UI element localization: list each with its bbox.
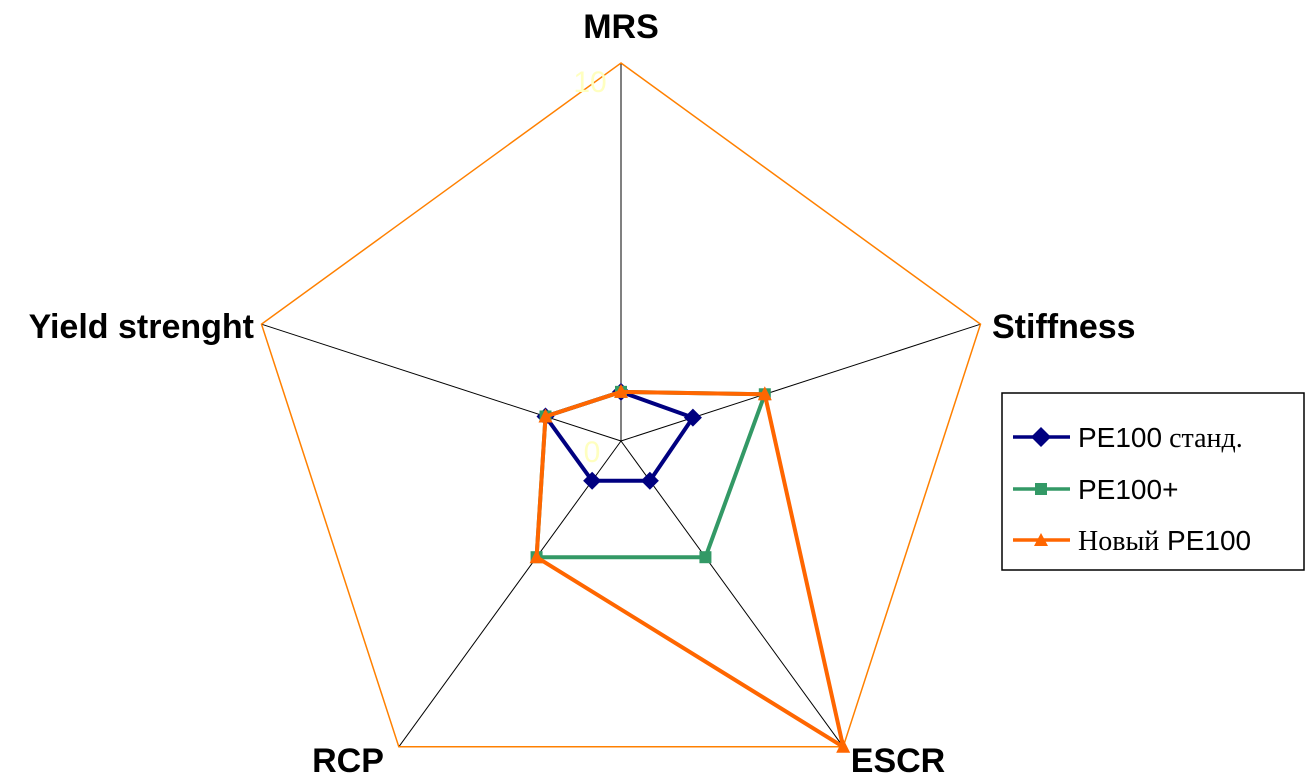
legend-label-pe100-plus-prefix: PE100+ — [1078, 474, 1178, 505]
legend-marker-triangle — [1034, 533, 1048, 546]
data-point-pe100-std-stiffness — [683, 408, 702, 427]
radar-grid — [260, 62, 982, 748]
axis-label-escr: ESCR — [851, 742, 945, 778]
legend-marker-diamond — [1031, 427, 1051, 447]
legend-label-pe100-std-prefix: PE100 — [1078, 422, 1162, 453]
series-pe100-std — [536, 382, 702, 490]
legend-label-new-pe100-prefix: Новый — [1078, 526, 1159, 557]
legend-label-new-pe100: Новый PE100 — [1078, 525, 1251, 557]
spoke-stiffness — [620, 323, 981, 442]
series-line-pe100-std — [542, 389, 697, 483]
tick-label-min: 0 — [584, 436, 601, 469]
legend-item-new-pe100: Новый PE100 — [1013, 525, 1251, 557]
data-point-pe100-std-escr — [640, 471, 659, 490]
data-point-new-pe100-yield-strenght — [538, 408, 553, 423]
axis-label-mrs: MRS — [583, 8, 659, 46]
legend-label-pe100-std-suffix: станд. — [1162, 423, 1243, 454]
spoke-escr — [620, 440, 844, 748]
legend-label-new-pe100-suffix: PE100 — [1159, 525, 1251, 556]
axis-label-rcp: RCP — [312, 742, 384, 778]
tick-label-max: 10 — [573, 66, 606, 99]
legend-marker-square — [1035, 483, 1047, 495]
legend-item-pe100-plus: PE100+ — [1013, 474, 1178, 505]
legend-item-pe100-std: PE100 станд. — [1013, 422, 1243, 454]
series-new-pe100 — [529, 383, 851, 753]
data-point-new-pe100-stiffness — [757, 386, 772, 401]
axis-label-stiffness: Stiffness — [992, 308, 1136, 346]
data-point-pe100-std-rcp — [583, 471, 602, 490]
data-point-new-pe100-rcp — [529, 549, 544, 564]
legend-label-pe100-plus: PE100+ — [1078, 474, 1178, 505]
data-point-pe100-plus-escr — [699, 551, 712, 564]
outer-ring — [260, 62, 982, 748]
radar-series — [529, 382, 851, 753]
axis-label-yield-strenght: Yield strenght — [29, 308, 254, 346]
spoke-rcp — [398, 440, 622, 748]
data-point-new-pe100-escr — [836, 738, 851, 753]
series-line-new-pe100 — [534, 389, 847, 752]
data-point-new-pe100-mrs — [614, 383, 628, 398]
spoke-yield-strenght — [261, 323, 622, 442]
legend-label-pe100-std: PE100 станд. — [1078, 422, 1243, 454]
legend: PE100 станд. PE100+ Новый PE100 — [1001, 392, 1305, 571]
